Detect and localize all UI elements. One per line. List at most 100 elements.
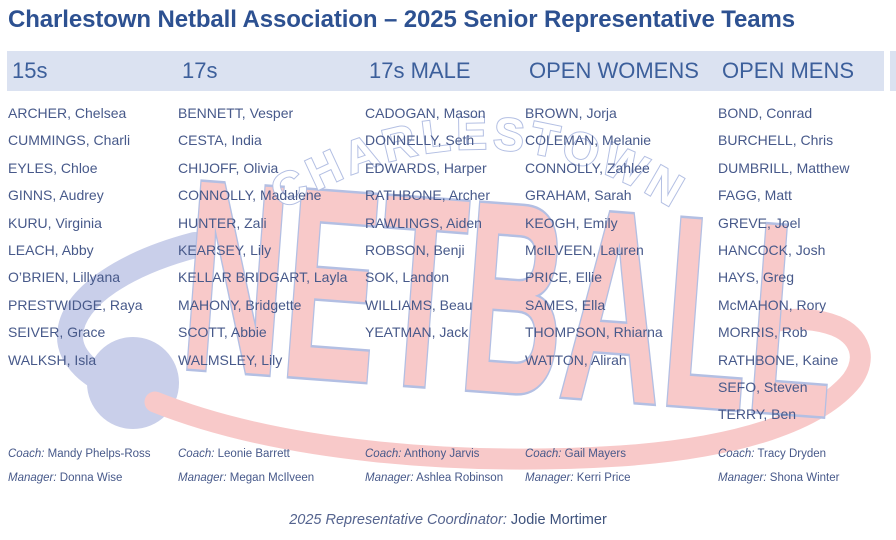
player-name: COLEMAN, Melanie <box>525 132 652 149</box>
player-name: YEATMAN, Jack <box>365 324 469 341</box>
staff-grid: Coach: Mandy Phelps-Ross Manager: Donna … <box>8 446 896 494</box>
coach-name: Gail Mayers <box>564 448 626 460</box>
swoosh-ribbon-shape <box>144 308 871 470</box>
player-name: EYLES, Chloe <box>8 159 98 176</box>
player-list-15s: ARCHER, Chelsea CUMMINGS, Charli EYLES, Ch… <box>8 100 178 374</box>
manager-label: Manager: <box>365 472 414 484</box>
team-header-open-womens: OPEN WOMENS <box>529 58 699 83</box>
player-name: KEOGH, Emily <box>525 214 618 231</box>
team-header-open-mens: OPEN MENS <box>722 58 855 83</box>
coach-name: Mandy Phelps-Ross <box>47 448 151 460</box>
team-column-open-womens: OPEN WOMENS BROWN, Jorja COLEMAN, Melanie… <box>525 51 718 429</box>
player-name: RAWLINGS, Aiden <box>365 214 482 231</box>
manager-label: Manager: <box>718 472 767 484</box>
manager-name: Megan McIlveen <box>229 472 315 484</box>
staff-cell-15s: Coach: Mandy Phelps-Ross Manager: Donna … <box>8 446 178 494</box>
manager-line: Manager: Kerri Price <box>525 470 718 494</box>
manager-line: Manager: Donna Wise <box>8 470 178 494</box>
coach-line: Coach: Anthony Jarvis <box>365 446 525 470</box>
coach-label: Coach: <box>525 448 562 460</box>
player-name: SEIVER, Grace <box>8 324 106 341</box>
header-band <box>7 51 884 91</box>
player-name: BENNETT, Vesper <box>178 105 294 121</box>
coach-name: Leonie Barrett <box>217 448 290 460</box>
coach-label: Coach: <box>365 448 402 460</box>
manager-label: Manager: <box>178 472 227 484</box>
coach-line: Coach: Mandy Phelps-Ross <box>8 446 178 470</box>
manager-name: Shona Winter <box>769 472 840 484</box>
player-list-17s: BENNETT, Vesper CESTA, India CHIJOFF, Oliv… <box>178 100 365 374</box>
player-list-17s-male: CADOGAN, Mason DONNELLY, Seth EDWARDS, Har… <box>365 100 525 347</box>
staff-cell-17s-male: Coach: Anthony Jarvis Manager: Ashlea Ro… <box>365 446 525 494</box>
manager-name: Ashlea Robinson <box>416 472 504 484</box>
player-name: WATTON, Alirah <box>525 351 627 368</box>
player-name: McILVEEN, Lauren <box>525 241 644 258</box>
player-name: CESTA, India <box>178 132 262 149</box>
page-title: Charlestown Netball Association – 2025 S… <box>8 6 796 33</box>
team-header-17s-male: 17s MALE <box>369 58 471 83</box>
coordinator-name: Jodie Mortimer <box>510 512 607 528</box>
player-name: RATHBONE, Archer <box>365 187 490 204</box>
player-name: CONNOLLY, Zahlee <box>525 159 650 176</box>
manager-line: Manager: Shona Winter <box>718 470 896 494</box>
player-name: GRAHAM, Sarah <box>525 187 632 204</box>
player-name: SCOTT, Abbie <box>178 324 267 341</box>
player-name: ARCHER, Chelsea <box>8 105 127 121</box>
coach-line: Coach: Leonie Barrett <box>178 446 365 470</box>
player-name: BURCHELL, Chris <box>718 132 834 149</box>
player-name: GINNS, Audrey <box>8 187 104 204</box>
player-name: McMAHON, Rory <box>718 296 827 313</box>
manager-label: Manager: <box>8 472 57 484</box>
player-name: MORRIS, Rob <box>718 324 808 341</box>
player-name: DUMBRILL, Matthew <box>718 159 850 176</box>
manager-line: Manager: Ashlea Robinson <box>365 470 525 494</box>
team-column-15s: 15s ARCHER, Chelsea CUMMINGS, Charli EYLES… <box>8 51 178 429</box>
staff-cell-17s: Coach: Leonie Barrett Manager: Megan McI… <box>178 446 365 494</box>
coordinator-footer: 2025 Representative Coordinator: Jodie M… <box>0 512 896 528</box>
watermark-netball-text: NETBALL <box>174 122 847 474</box>
coach-line: Coach: Tracy Dryden <box>718 446 896 470</box>
player-name: BOND, Conrad <box>718 105 813 121</box>
player-name: THOMPSON, Rhiarna <box>525 324 663 341</box>
player-name: SAMES, Ella <box>525 296 606 313</box>
coach-name: Tracy Dryden <box>757 448 827 460</box>
coach-line: Coach: Gail Mayers <box>525 446 718 470</box>
staff-cell-open-womens: Coach: Gail Mayers Manager: Kerri Price <box>525 446 718 494</box>
team-header-17s: 17s <box>182 58 218 83</box>
player-name: CONNOLLY, Madalene <box>178 187 322 204</box>
manager-name: Kerri Price <box>576 472 631 484</box>
player-name: FAGG, Matt <box>718 187 792 204</box>
player-name: GREVE, Joel <box>718 214 801 231</box>
player-name: SEFO, Steven <box>718 378 808 395</box>
player-name: O’BRIEN, Lillyana <box>8 269 121 286</box>
player-name: RATHBONE, Kaine <box>718 351 839 368</box>
team-column-17s-male: 17s MALE CADOGAN, Mason DONNELLY, Seth EDW… <box>365 51 525 429</box>
player-name: WALKSH, Isla <box>8 351 97 368</box>
player-name: PRESTWIDGE, Raya <box>8 296 143 313</box>
player-name: DONNELLY, Seth <box>365 132 475 149</box>
player-name: CUMMINGS, Charli <box>8 132 131 149</box>
coach-name: Anthony Jarvis <box>404 448 480 460</box>
player-name: LEACH, Abby <box>8 241 94 258</box>
player-list-open-mens: BOND, Conrad BURCHELL, Chris DUMBRILL, Mat… <box>718 100 896 429</box>
teams-grid: 15s ARCHER, Chelsea CUMMINGS, Charli EYLES… <box>8 51 896 429</box>
coach-label: Coach: <box>8 448 45 460</box>
manager-label: Manager: <box>525 472 574 484</box>
player-list-open-womens: BROWN, Jorja COLEMAN, Melanie CONNOLLY, Za… <box>525 100 718 374</box>
player-name: HANCOCK, Josh <box>718 241 826 258</box>
player-name: MAHONY, Bridgette <box>178 296 302 313</box>
coach-label: Coach: <box>178 448 215 460</box>
manager-line: Manager: Megan McIlveen <box>178 470 365 494</box>
team-column-open-mens: OPEN MENS BOND, Conrad BURCHELL, Chris DUM… <box>718 51 896 429</box>
team-column-17s: 17s BENNETT, Vesper CESTA, India CHIJOFF, … <box>178 51 365 429</box>
player-name: CADOGAN, Mason <box>365 105 486 121</box>
header-band-edge <box>890 51 896 91</box>
player-name: HUNTER, Zali <box>178 214 267 231</box>
team-header-15s: 15s <box>12 58 48 83</box>
player-name: KURU, Virginia <box>8 214 102 231</box>
player-name: KELLAR BRIDGART, Layla <box>178 269 348 286</box>
player-name: TERRY, Ben <box>718 406 797 423</box>
